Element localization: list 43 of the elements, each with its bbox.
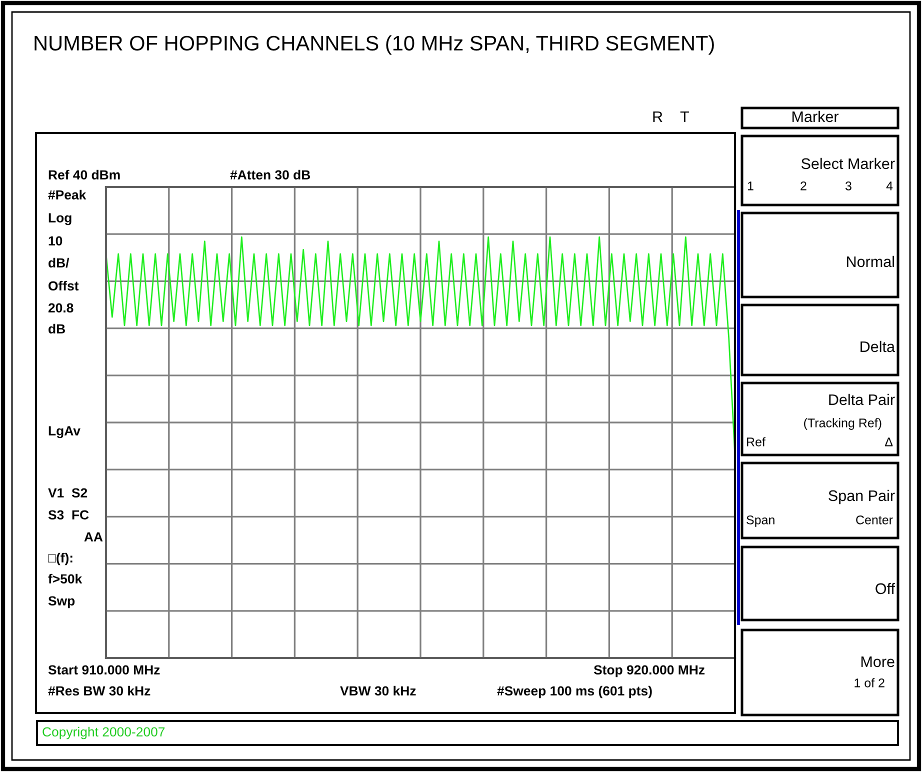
text: Log: [48, 213, 72, 226]
text: S3 FC: [48, 510, 89, 520]
text: #Atten 30 dB: [230, 170, 310, 180]
text: dB: [48, 324, 65, 334]
text: Center: [856, 516, 893, 524]
text: dB/: [48, 258, 70, 268]
text: 4: [886, 182, 893, 190]
text: VBW 30 kHz: [340, 686, 416, 696]
text: More: [861, 656, 894, 668]
text: 10: [48, 236, 62, 246]
text: R: [653, 111, 662, 122]
text: Marker: [792, 110, 839, 122]
text: 3: [845, 182, 852, 190]
text: Span Pair: [828, 490, 895, 504]
text: T: [680, 111, 689, 122]
text: 2: [800, 182, 806, 190]
text: #Res BW 30 kHz: [48, 686, 150, 696]
text: Stop 920.000 MHz: [594, 665, 705, 678]
text: 20.8: [48, 303, 74, 313]
text: Ref: [747, 437, 766, 446]
text: (Tracking Ref): [804, 418, 882, 430]
text: V1 S2: [48, 488, 88, 498]
text: 1 of 2: [854, 678, 884, 688]
text: Select Marker: [801, 158, 895, 170]
text: f>50k: [48, 574, 82, 584]
text: #Sweep 100 ms (601 pts): [497, 686, 652, 698]
text: Swp: [48, 596, 75, 608]
text: AA: [84, 532, 103, 542]
text: 1: [748, 182, 754, 190]
text: Off: [876, 582, 896, 594]
text: Δ: [885, 438, 893, 446]
text: □(f):: [48, 552, 72, 566]
text: LgAv: [48, 426, 80, 438]
text: Span: [746, 516, 774, 527]
text: Offst: [48, 280, 79, 291]
text: Delta Pair: [829, 394, 895, 406]
text: Delta: [860, 340, 895, 352]
chart-title: NUMBER OF HOPPING CHANNELS (10 MHz SPAN, THIRD SEGMENT): [34, 35, 714, 55]
text: Ref 40 dBm: [48, 170, 120, 180]
text: #Peak: [48, 190, 86, 200]
text: Start 910.000 MHz: [48, 665, 160, 675]
text: Copyright 2000-2007: [42, 726, 165, 740]
text: Normal: [847, 256, 894, 268]
